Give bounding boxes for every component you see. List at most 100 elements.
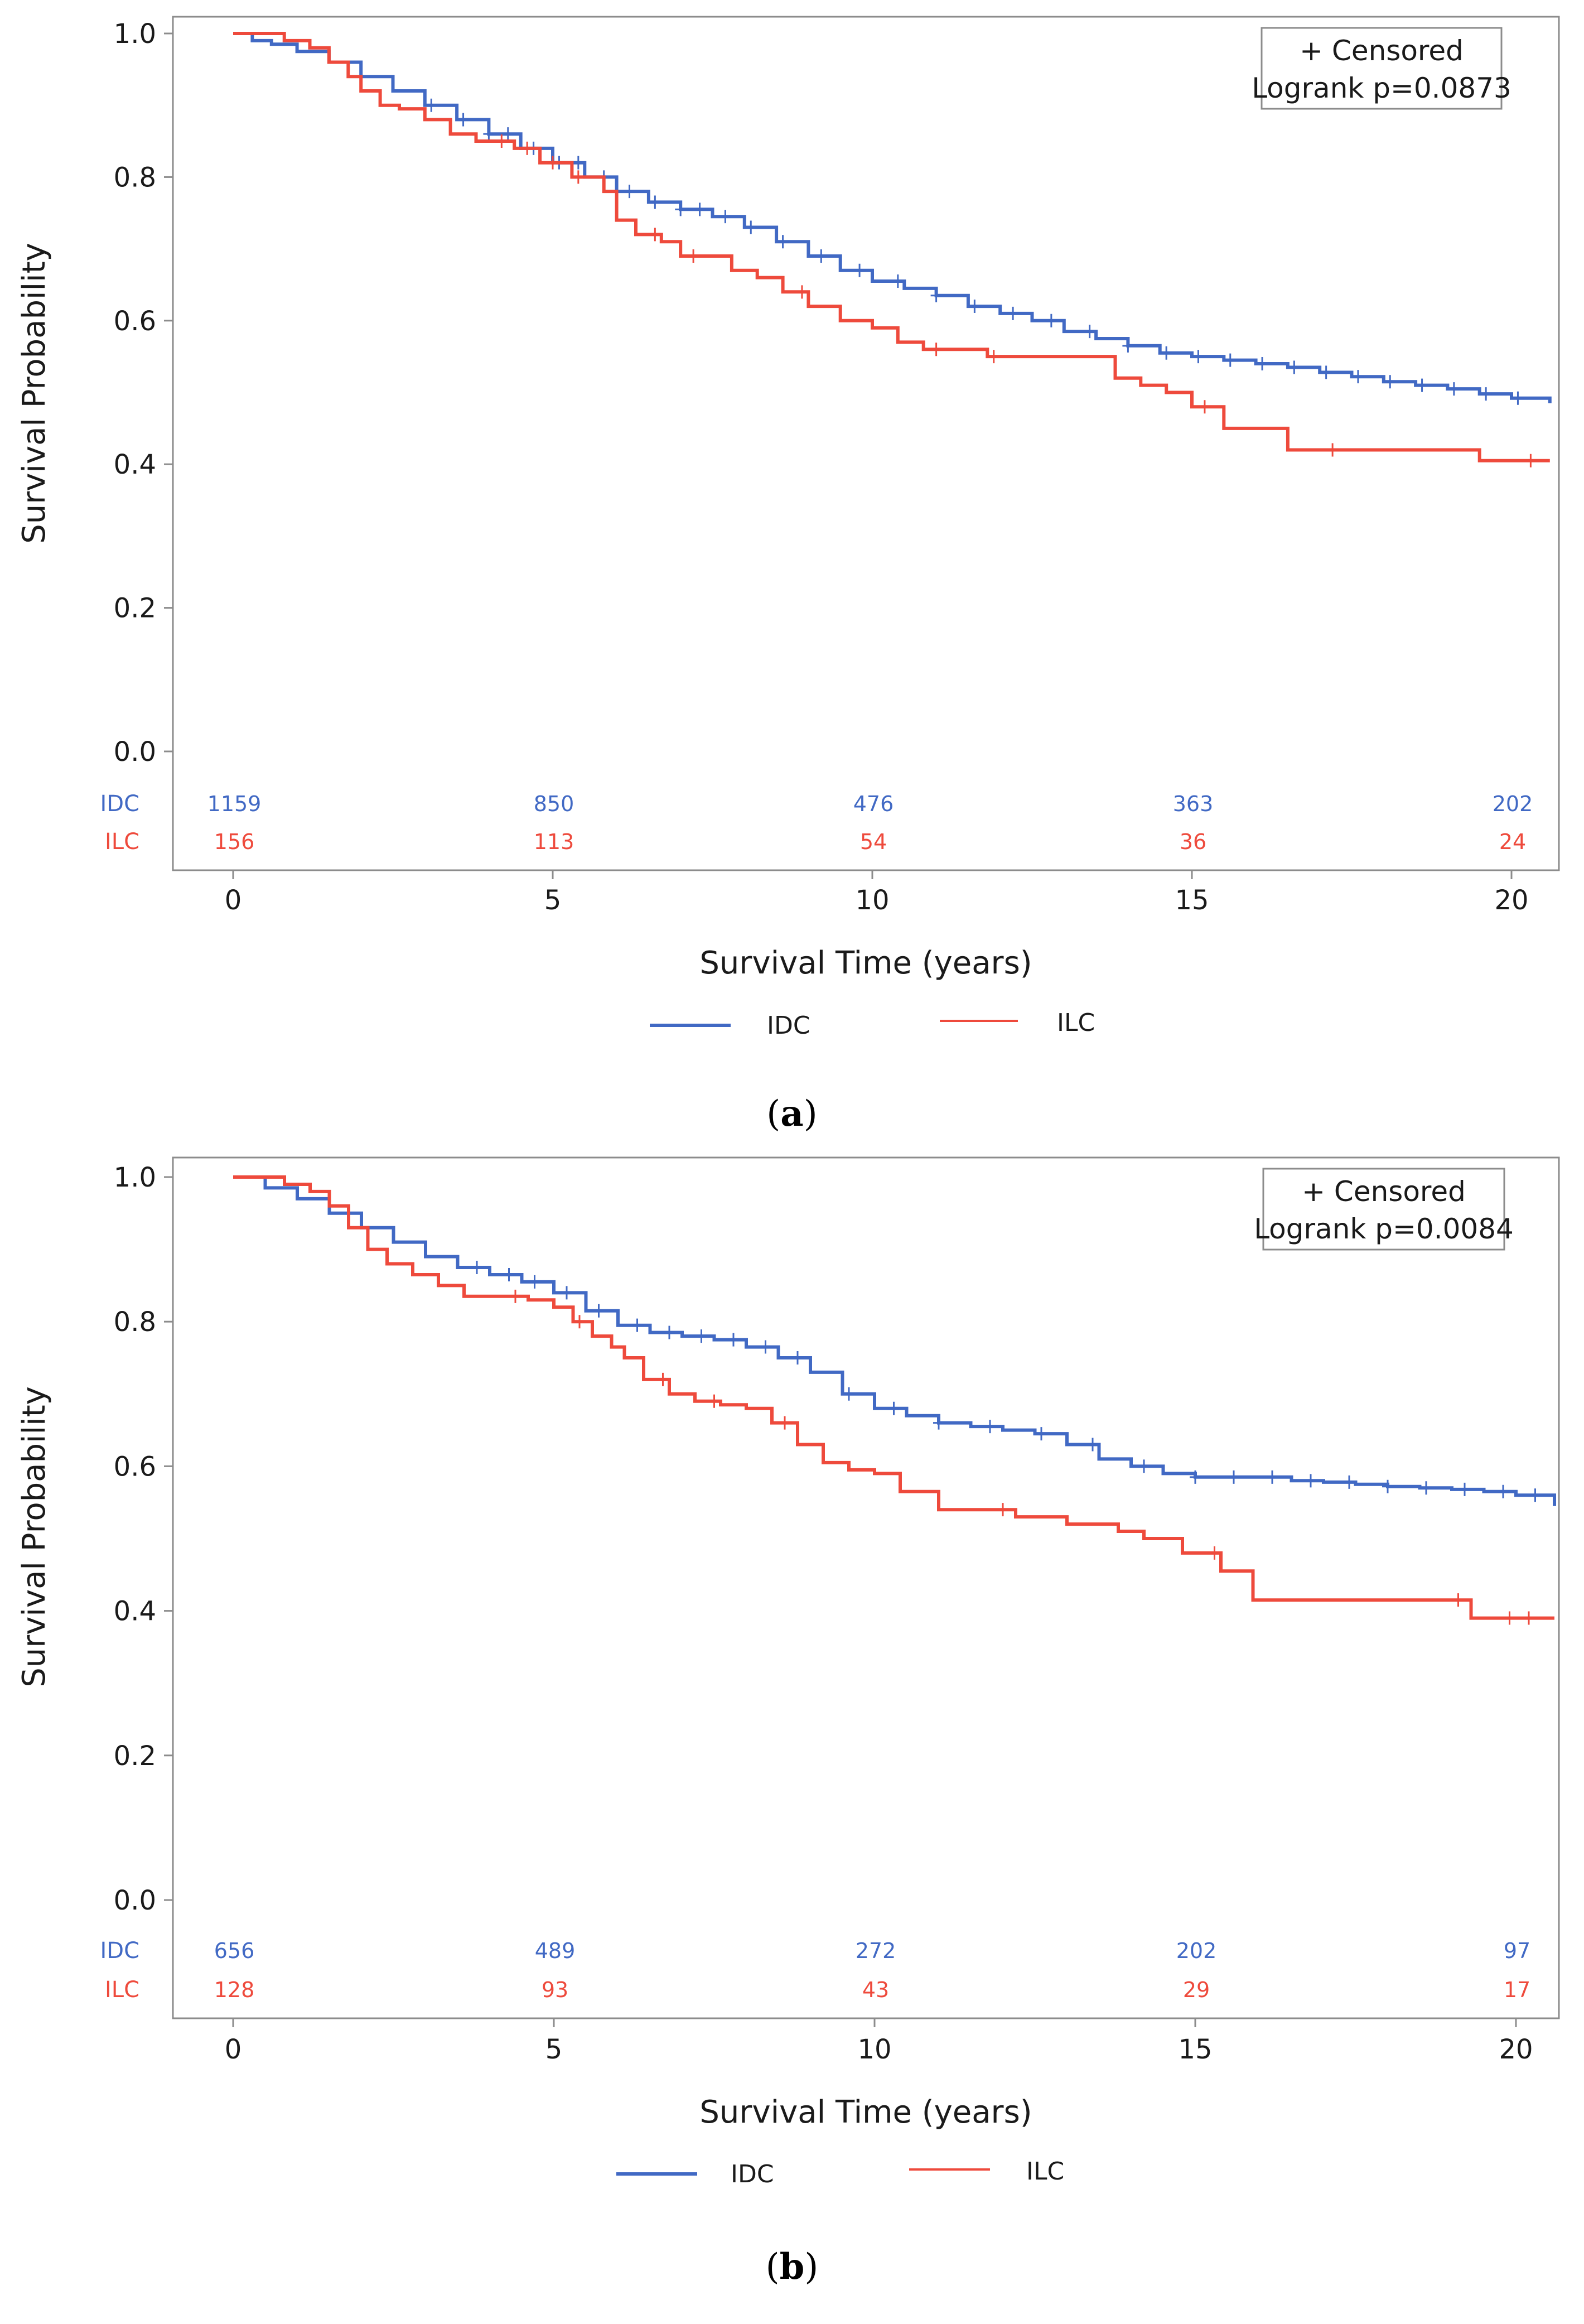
stats-box [1262, 1168, 1505, 1251]
censor-mark-idc [1161, 346, 1172, 360]
x-tick-label: 15 [1175, 885, 1209, 916]
censor-mark-idc [969, 300, 981, 314]
y-axis-label: Survival Probability [16, 243, 52, 544]
at-risk-count: 156 [214, 830, 255, 854]
censor-mark-idc [933, 1416, 944, 1430]
censor-mark-idc [675, 202, 687, 216]
censored-legend: + Censored [1302, 1175, 1466, 1208]
censor-mark-idc [1224, 353, 1236, 367]
censor-mark-idc [1480, 387, 1492, 401]
censor-mark-idc [892, 274, 904, 288]
censor-mark-idc [624, 185, 635, 199]
censor-mark-idc [1448, 382, 1460, 396]
censor-mark-idc [815, 249, 827, 263]
censor-mark-idc [483, 127, 495, 141]
censor-mark-idc [1288, 360, 1300, 374]
censor-mark-ilc [930, 343, 942, 356]
y-tick-label: 0.0 [114, 736, 156, 768]
censor-mark-ilc [988, 350, 999, 364]
censor-mark-ilc [688, 249, 699, 263]
censor-mark-ilc [574, 1315, 585, 1329]
y-tick-label: 1.0 [114, 18, 156, 50]
chart-panel-b: 0.0 0.2 0.4 0.6 0.8 1.0 0 5 10 15 20 Survival Time … [16, 1156, 1560, 2288]
x-tick-label: 15 [1178, 2034, 1212, 2065]
x-tick-label: 5 [544, 885, 562, 916]
censor-mark-ilc [547, 156, 558, 170]
censor-mark-ilc [572, 170, 584, 184]
censor-mark-idc [1384, 375, 1396, 389]
at-risk-count: 17 [1504, 1978, 1530, 2002]
x-tick-label: 10 [857, 2034, 891, 2065]
at-risk-count: 202 [1176, 1939, 1217, 1963]
at-risk-count: 24 [1499, 830, 1526, 854]
at-risk-count: 1159 [207, 792, 262, 816]
censor-mark-idc [1352, 370, 1364, 384]
censor-mark-idc [1498, 1484, 1509, 1498]
censor-mark-ilc [1525, 454, 1537, 467]
censor-mark-idc [1190, 1470, 1201, 1484]
censor-mark-idc [631, 1318, 643, 1332]
censor-mark-idc [1267, 1470, 1278, 1484]
x-tick-label: 5 [545, 2034, 563, 2065]
censor-mark-ilc [657, 1372, 669, 1386]
censor-mark-idc [426, 98, 437, 112]
censor-mark-ilc [521, 141, 533, 155]
censor-mark-idc [457, 113, 469, 127]
censor-mark-idc [719, 210, 731, 224]
at-risk-group-label: IDC [100, 791, 139, 817]
censored-legend: + Censored [1300, 35, 1464, 67]
censor-mark-idc [561, 1286, 572, 1300]
y-tick-label: 1.0 [114, 1162, 156, 1193]
censor-mark-idc [1344, 1475, 1355, 1489]
censor-mark-ilc [708, 1394, 720, 1408]
at-risk-count: 29 [1183, 1978, 1210, 2002]
censor-mark-idc [854, 263, 866, 277]
y-tick-label: 0.8 [114, 162, 156, 193]
censor-mark-ilc [1523, 1611, 1534, 1625]
at-risk-count: 93 [542, 1978, 568, 2002]
censor-mark-idc [728, 1333, 739, 1347]
censor-mark-ilc [510, 1289, 521, 1303]
at-risk-group-label: ILC [105, 1977, 139, 2003]
logrank-pvalue: Logrank p=0.0084 [1254, 1213, 1514, 1245]
censor-mark-idc [529, 1275, 540, 1289]
at-risk-count: 272 [856, 1939, 896, 1963]
x-tick-label: 10 [855, 885, 889, 916]
logrank-pvalue: Logrank p=0.0873 [1252, 72, 1511, 104]
censor-mark-idc [1416, 378, 1428, 392]
censor-mark-idc [760, 1340, 771, 1354]
censor-mark-idc [745, 220, 757, 234]
censor-mark-idc [843, 1387, 854, 1401]
censor-mark-ilc [1199, 400, 1210, 414]
plot-frame [172, 1156, 1560, 2019]
censor-mark-idc [1036, 1427, 1047, 1441]
x-axis-label: Survival Time (years) [699, 945, 1032, 981]
legend-label-idc: IDC [767, 1011, 810, 1040]
at-risk-group-label: ILC [105, 829, 139, 855]
censor-mark-idc [1138, 1459, 1150, 1473]
censor-mark-ilc [1452, 1593, 1464, 1607]
at-risk-count: 54 [860, 830, 887, 854]
at-risk-count: 476 [853, 792, 894, 816]
x-axis-label: Survival Time (years) [699, 2094, 1032, 2130]
at-risk-count: 202 [1493, 792, 1533, 816]
y-tick-label: 0.8 [114, 1306, 156, 1338]
at-risk-group-label: IDC [100, 1938, 139, 1964]
censor-mark-idc [1122, 339, 1134, 353]
censor-mark-idc [593, 1304, 605, 1318]
survival-curve-ilc [233, 1175, 1554, 1620]
plot-frame [172, 16, 1560, 871]
legend-label-ilc: ILC [1057, 1009, 1095, 1037]
censor-mark-ilc [649, 228, 661, 242]
at-risk-count: 656 [214, 1939, 255, 1963]
y-tick-label: 0.4 [114, 1596, 156, 1627]
y-tick-label: 0.6 [114, 306, 156, 337]
at-risk-count: 363 [1173, 792, 1214, 816]
at-risk-count: 850 [534, 792, 574, 816]
censor-mark-ilc [997, 1503, 1008, 1517]
censor-mark-idc [694, 202, 706, 216]
y-axis-label: Survival Probability [16, 1386, 52, 1687]
censor-mark-idc [792, 1351, 803, 1364]
